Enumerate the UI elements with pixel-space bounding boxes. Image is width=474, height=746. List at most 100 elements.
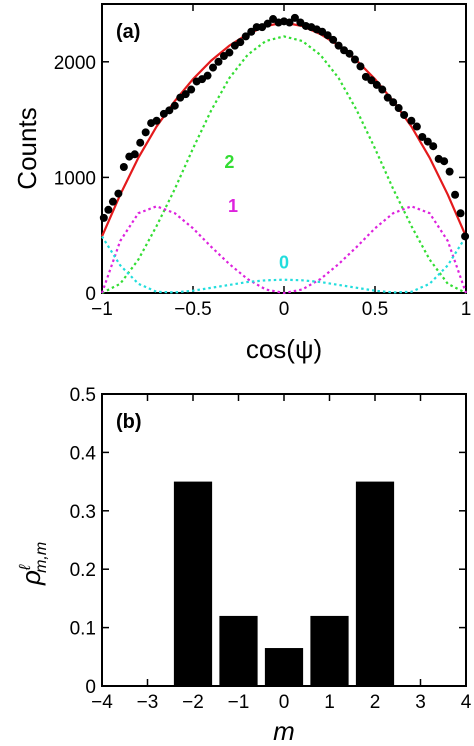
data-point bbox=[170, 101, 179, 110]
panel-a-x-tick-label: 0 bbox=[279, 299, 290, 320]
data-point bbox=[119, 162, 128, 171]
data-point bbox=[400, 110, 409, 119]
data-point bbox=[236, 38, 245, 47]
data-point bbox=[451, 190, 460, 199]
panel-a-y-tick-label: 0 bbox=[85, 284, 96, 305]
data-point bbox=[418, 132, 427, 141]
panel-b-x-tick-label: −2 bbox=[182, 692, 204, 713]
data-point bbox=[367, 76, 376, 85]
series-label-1: 1 bbox=[228, 196, 238, 216]
data-point bbox=[429, 142, 438, 151]
data-point bbox=[241, 32, 250, 41]
panel-b-y-tick-label: 0.3 bbox=[70, 502, 96, 523]
panel-a-ticks: −1 −0.5 0 0.5 1 0 1000 2000 bbox=[54, 4, 472, 320]
series-label-0: 0 bbox=[279, 253, 289, 273]
data-point bbox=[440, 157, 449, 166]
data-point bbox=[214, 57, 223, 66]
panel-b-x-tick-label: −4 bbox=[91, 692, 113, 713]
data-point bbox=[356, 62, 365, 71]
series-line-2 bbox=[101, 35, 467, 294]
panel-b-frame bbox=[101, 393, 467, 687]
data-point bbox=[383, 93, 392, 102]
bar-m--1 bbox=[219, 615, 258, 686]
panel-a-y-axis-label: Counts bbox=[12, 107, 42, 189]
data-point bbox=[334, 41, 343, 50]
panel-a-y-tick-label: 2000 bbox=[54, 53, 96, 74]
data-point bbox=[108, 197, 117, 206]
data-point bbox=[165, 106, 174, 115]
data-point bbox=[389, 98, 398, 107]
data-point bbox=[114, 189, 123, 198]
bar-m--2 bbox=[173, 481, 213, 686]
panel-b-x-tick-label: 4 bbox=[461, 692, 472, 713]
panel-b-ticks: −4 −3 −2 −1 0 1 2 3 4 0 0.1 0.2 0.3 0.4 0.5 bbox=[70, 385, 472, 713]
panel-b-y-label-base: ρ bbox=[16, 570, 46, 586]
data-point bbox=[329, 35, 338, 44]
data-point bbox=[378, 85, 387, 94]
series-line-0 bbox=[101, 235, 467, 294]
data-point bbox=[290, 13, 299, 22]
panel-a-x-tick-label: −1 bbox=[91, 299, 113, 320]
panel-b-x-tick-label: 2 bbox=[370, 692, 381, 713]
data-point bbox=[350, 55, 359, 64]
panel-b-y-axis-label: ρℓm,m bbox=[16, 542, 50, 586]
panel-a-x-tick-label: −0.5 bbox=[174, 299, 212, 320]
panel-a-frame bbox=[101, 3, 467, 294]
panel-a-x-axis-label: cos(ψ) bbox=[246, 334, 322, 364]
panel-b-x-tick-label: 1 bbox=[324, 692, 335, 713]
panel-b-x-tick-label: −1 bbox=[228, 692, 250, 713]
panel-b-y-tick-label: 0.1 bbox=[70, 619, 96, 640]
panel-b-bars bbox=[173, 481, 395, 686]
data-point bbox=[152, 116, 161, 125]
bar-m-1 bbox=[310, 615, 349, 686]
panel-b-y-tick-label: 0.2 bbox=[70, 560, 96, 581]
data-point bbox=[209, 63, 218, 72]
data-point bbox=[372, 80, 381, 89]
panel-a-series: 2 1 0 bbox=[100, 21, 468, 295]
data-point bbox=[285, 18, 294, 27]
panel-b-y-tick-label: 0.5 bbox=[70, 385, 96, 406]
data-point bbox=[136, 138, 145, 147]
data-point bbox=[130, 150, 139, 159]
panel-a-x-tick-label: 0.5 bbox=[362, 299, 388, 320]
data-point bbox=[456, 209, 465, 218]
panel-b-y-tick-label: 0 bbox=[85, 677, 96, 698]
data-point bbox=[181, 90, 190, 99]
data-point bbox=[104, 205, 113, 214]
series-line-1 bbox=[100, 205, 468, 295]
data-point bbox=[345, 49, 354, 58]
panel-a-points bbox=[99, 13, 470, 241]
series-line-fit bbox=[100, 21, 468, 237]
panel-b-x-axis-label: m bbox=[273, 716, 295, 746]
panel-b-y-tick-label: 0.4 bbox=[70, 443, 97, 464]
panel-b-x-tick-label: 0 bbox=[279, 692, 290, 713]
panel-b-x-tick-label: −3 bbox=[137, 692, 159, 713]
data-point bbox=[203, 71, 212, 80]
panel-a-chart: −1 −0.5 0 0.5 1 0 1000 2000 2 1 0 (a) cos(ψ) Coun… bbox=[12, 3, 472, 364]
panel-b-label: (b) bbox=[116, 411, 142, 433]
data-point bbox=[263, 19, 272, 28]
data-point bbox=[187, 85, 196, 94]
svg-text:ρℓm,m: ρℓm,m bbox=[16, 542, 50, 586]
data-point bbox=[141, 128, 150, 137]
data-point bbox=[394, 104, 403, 113]
data-point bbox=[247, 27, 256, 36]
panel-a-x-tick-label: 1 bbox=[461, 299, 472, 320]
series-label-2: 2 bbox=[224, 152, 234, 172]
data-point bbox=[99, 213, 108, 222]
panel-b-x-tick-label: 3 bbox=[415, 692, 426, 713]
panel-b-y-label-sub: m,m bbox=[33, 542, 50, 573]
panel-b-y-label-sup: ℓ bbox=[17, 564, 34, 571]
data-point bbox=[407, 116, 416, 125]
data-point bbox=[423, 137, 432, 146]
panel-a-y-tick-label: 1000 bbox=[54, 168, 96, 189]
panel-a-label: (a) bbox=[116, 21, 140, 43]
data-point bbox=[445, 167, 454, 176]
data-point bbox=[225, 48, 234, 57]
data-point bbox=[461, 232, 470, 241]
data-point bbox=[323, 31, 332, 40]
data-point bbox=[412, 122, 421, 131]
bar-m-2 bbox=[355, 481, 395, 686]
panel-b-chart: −4 −3 −2 −1 0 1 2 3 4 0 0.1 0.2 0.3 0.4 0.5 (b) m ρℓm,… bbox=[16, 385, 472, 746]
